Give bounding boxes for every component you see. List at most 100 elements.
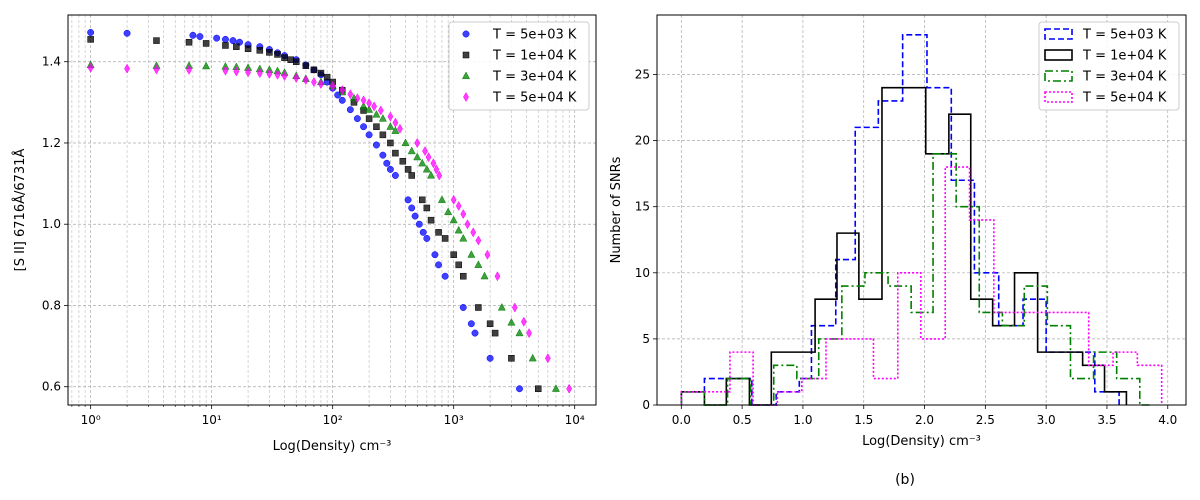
data-point xyxy=(339,85,346,96)
data-point xyxy=(360,123,368,131)
data-point xyxy=(430,158,437,169)
data-point xyxy=(459,233,468,242)
data-point xyxy=(511,302,518,313)
legend-swatch xyxy=(1044,28,1073,40)
data-point xyxy=(233,43,240,50)
data-point xyxy=(397,123,403,134)
x-tick-label: 10² xyxy=(323,413,343,427)
data-point xyxy=(528,353,537,362)
data-point xyxy=(486,320,494,327)
legend-label: T = 3e+04 K xyxy=(492,70,577,85)
plot-frame xyxy=(67,14,597,406)
data-point xyxy=(310,66,318,74)
data-point xyxy=(535,385,542,392)
data-point xyxy=(419,196,426,204)
data-point xyxy=(444,207,453,216)
data-point xyxy=(449,215,458,224)
data-point xyxy=(359,101,368,110)
data-point xyxy=(460,209,467,220)
data-point xyxy=(346,106,354,114)
data-point xyxy=(317,69,325,77)
data-point xyxy=(153,37,160,44)
data-point xyxy=(423,234,431,242)
data-point xyxy=(404,166,412,173)
histogram-series-3 xyxy=(680,153,1150,406)
data-point xyxy=(387,139,394,147)
data-point xyxy=(196,33,204,40)
data-point xyxy=(423,204,431,212)
data-point xyxy=(123,29,131,37)
legend-box xyxy=(1038,21,1180,111)
data-point xyxy=(366,98,372,109)
data-point xyxy=(378,114,387,122)
data-point xyxy=(222,65,229,76)
x-tick-label: 10⁰ xyxy=(81,413,101,427)
data-point xyxy=(323,73,331,81)
data-point xyxy=(311,77,317,88)
legend-label: T = 1e+04 K xyxy=(1082,49,1167,64)
data-point xyxy=(474,260,483,268)
data-point xyxy=(87,62,94,73)
data-point xyxy=(459,304,467,311)
data-point xyxy=(354,93,361,104)
legend-swatch xyxy=(1044,49,1073,61)
y-tick-label: 20 xyxy=(635,134,650,148)
data-point xyxy=(373,123,380,130)
data-point xyxy=(455,261,462,269)
data-point xyxy=(379,151,387,159)
data-point xyxy=(274,69,281,80)
data-point xyxy=(422,146,428,157)
data-point xyxy=(480,271,489,280)
data-point xyxy=(450,251,457,258)
data-point xyxy=(392,149,399,157)
data-point xyxy=(399,158,407,165)
y-tick-label: 0.8 xyxy=(42,298,61,312)
data-point xyxy=(484,249,491,260)
data-point xyxy=(387,111,394,122)
x-tick-label: 3.5 xyxy=(1097,413,1116,427)
y-axis-label: Number of SNRs xyxy=(609,156,624,263)
data-point xyxy=(383,159,391,167)
x-axis-label: Log(Density) cm⁻³ xyxy=(862,434,981,449)
data-point xyxy=(87,29,95,36)
data-point xyxy=(494,271,501,282)
data-point xyxy=(467,320,475,328)
data-point xyxy=(186,64,192,75)
data-point xyxy=(221,35,229,43)
data-point xyxy=(391,126,400,134)
data-point xyxy=(371,101,377,112)
data-point xyxy=(475,235,482,246)
data-point xyxy=(292,58,300,65)
data-point xyxy=(415,220,423,228)
data-point xyxy=(427,216,435,224)
data-point xyxy=(281,54,288,61)
data-point xyxy=(185,38,193,46)
data-point xyxy=(153,64,160,75)
data-point xyxy=(302,62,310,70)
x-tick-label: 1.5 xyxy=(854,413,873,427)
data-point xyxy=(233,66,240,77)
legend-label: T = 5e+04 K xyxy=(492,91,577,106)
y-tick-label: 1.0 xyxy=(42,217,61,231)
data-point xyxy=(454,225,463,234)
data-point xyxy=(520,316,527,327)
data-point xyxy=(436,170,443,181)
data-point xyxy=(365,105,374,113)
x-tick-label: 2.5 xyxy=(976,413,995,427)
data-point xyxy=(475,304,482,311)
data-point xyxy=(551,384,560,392)
legend-marker xyxy=(462,30,470,38)
data-point xyxy=(318,79,324,90)
data-point xyxy=(413,152,422,161)
data-point xyxy=(360,95,367,106)
x-tick-label: 4.0 xyxy=(1158,413,1177,427)
data-point xyxy=(418,158,427,167)
data-point xyxy=(244,45,252,52)
data-point xyxy=(427,170,436,179)
data-point xyxy=(274,51,281,58)
y-tick-label: 10 xyxy=(635,266,650,280)
legend-label: T = 5e+04 K xyxy=(1082,91,1167,106)
x-tick-label: 3.0 xyxy=(1037,413,1056,427)
data-point xyxy=(408,204,416,212)
